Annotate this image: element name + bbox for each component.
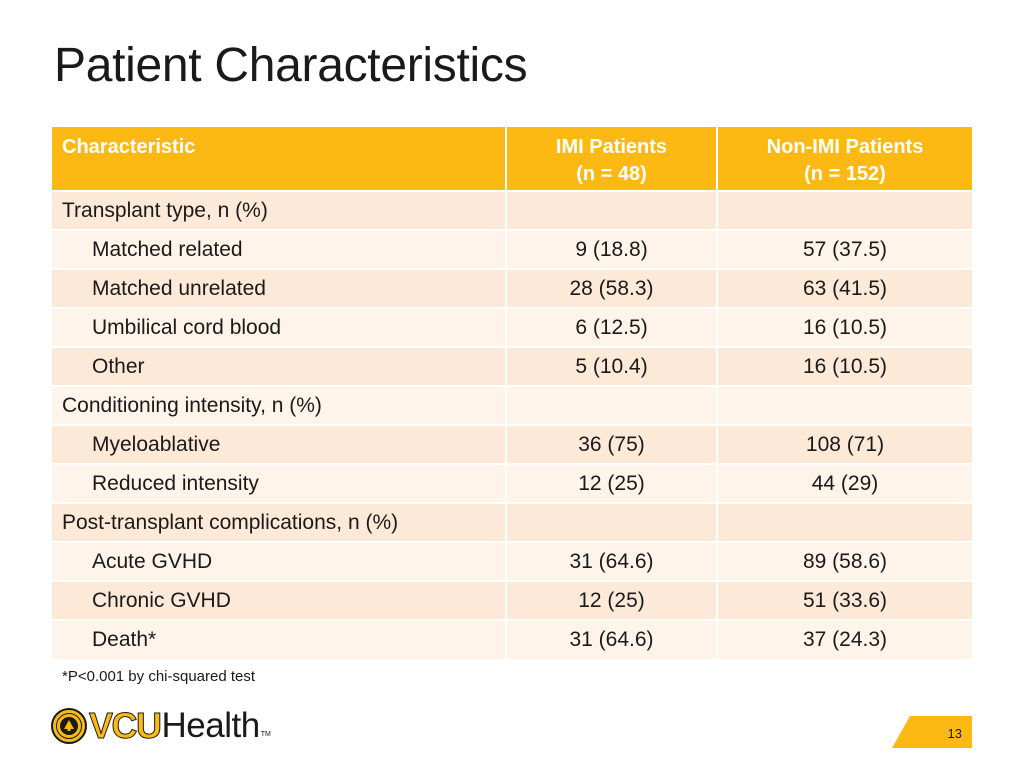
logo-vcu-text: VCU [89,705,163,747]
row-imi-value: 12 (25) [506,580,718,620]
table-row-category: Conditioning intensity, n (%) [52,385,972,425]
row-non-imi-value: 57 (37.5) [717,229,972,269]
row-label: Myeloablative [52,424,507,464]
logo-health-text: Health [161,706,261,745]
row-label: Matched related [52,229,507,269]
row-imi-value: 9 (18.8) [506,229,718,269]
row-non-imi-value: 89 (58.6) [717,541,972,581]
header-imi-n: (n = 48) [576,163,647,185]
table-row: Umbilical cord blood 6 (12.5) 16 (10.5) [52,307,972,347]
row-imi-value: 5 (10.4) [506,346,718,386]
header-imi-patients: IMI Patients (n = 48) [506,127,718,191]
row-label: Transplant type, n (%) [52,190,507,230]
row-label: Conditioning intensity, n (%) [52,385,507,425]
university-seal-icon [51,708,87,744]
row-non-imi-value: 37 (24.3) [717,619,972,659]
vcu-health-logo: VCU Health TM [51,705,271,747]
characteristics-table: Characteristic IMI Patients (n = 48) Non… [52,127,972,659]
row-non-imi-value [717,385,972,425]
page-number: 13 [947,726,962,741]
row-imi-value [506,385,718,425]
row-imi-value: 12 (25) [506,463,718,503]
row-label: Chronic GVHD [52,580,507,620]
header-non-imi-patients: Non-IMI Patients (n = 152) [717,127,972,191]
row-label: Acute GVHD [52,541,507,581]
table-row: Matched related 9 (18.8) 57 (37.5) [52,229,972,269]
row-non-imi-value: 16 (10.5) [717,346,972,386]
row-non-imi-value [717,190,972,230]
row-imi-value [506,190,718,230]
table-row: Other 5 (10.4) 16 (10.5) [52,346,972,386]
table-header-row: Characteristic IMI Patients (n = 48) Non… [52,127,972,191]
page-number-tab: 13 [892,716,972,748]
row-label: Death* [52,619,507,659]
row-non-imi-value [717,502,972,542]
table-row: Reduced intensity 12 (25) 44 (29) [52,463,972,503]
row-non-imi-value: 63 (41.5) [717,268,972,308]
logo-trademark: TM [260,731,271,738]
page-title: Patient Characteristics [54,39,528,92]
table-row: Chronic GVHD 12 (25) 51 (33.6) [52,580,972,620]
row-non-imi-value: 51 (33.6) [717,580,972,620]
row-label: Umbilical cord blood [52,307,507,347]
row-label: Post-transplant complications, n (%) [52,502,507,542]
row-imi-value: 31 (64.6) [506,619,718,659]
footnote: *P<0.001 by chi-squared test [62,668,256,685]
table-row-category: Post-transplant complications, n (%) [52,502,972,542]
row-imi-value [506,502,718,542]
table-row: Death* 31 (64.6) 37 (24.3) [52,619,972,659]
row-imi-value: 28 (58.3) [506,268,718,308]
header-non-imi-title: Non-IMI Patients [766,136,924,158]
table-row: Matched unrelated 28 (58.3) 63 (41.5) [52,268,972,308]
row-label: Matched unrelated [52,268,507,308]
row-non-imi-value: 44 (29) [717,463,972,503]
table-row: Acute GVHD 31 (64.6) 89 (58.6) [52,541,972,581]
table-row: Myeloablative 36 (75) 108 (71) [52,424,972,464]
row-imi-value: 6 (12.5) [506,307,718,347]
table-row-category: Transplant type, n (%) [52,190,972,230]
row-non-imi-value: 16 (10.5) [717,307,972,347]
header-non-imi-n: (n = 152) [804,163,886,185]
row-imi-value: 31 (64.6) [506,541,718,581]
row-label: Reduced intensity [52,463,507,503]
row-non-imi-value: 108 (71) [717,424,972,464]
row-imi-value: 36 (75) [506,424,718,464]
header-imi-title: IMI Patients [555,136,668,158]
row-label: Other [52,346,507,386]
header-characteristic: Characteristic [52,127,507,191]
